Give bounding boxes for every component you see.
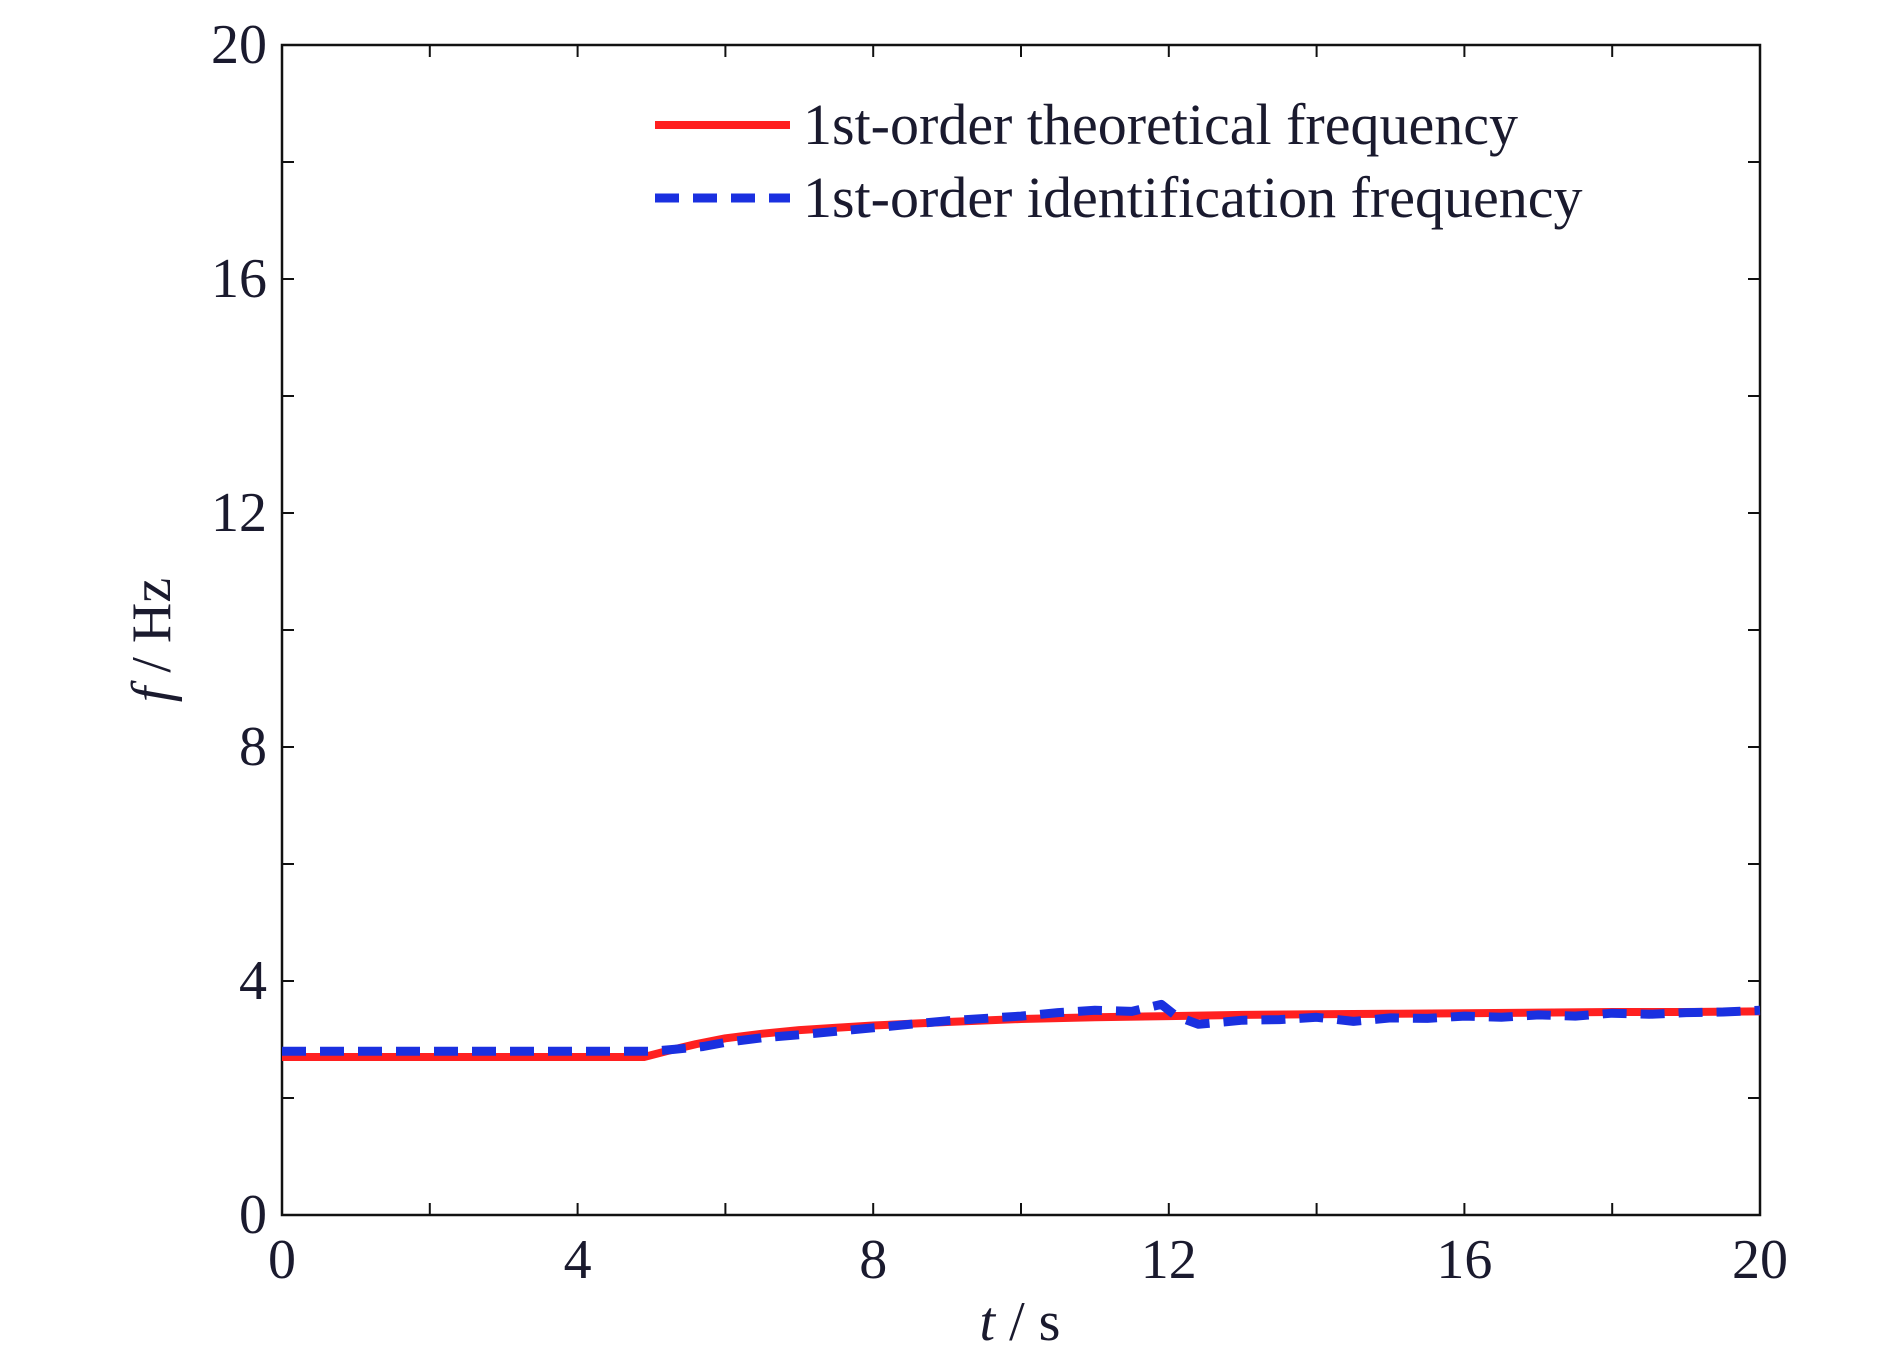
x-tick-label: 16 — [1436, 1229, 1492, 1291]
y-tick-label: 20 — [211, 14, 267, 76]
series-line-identification — [282, 999, 1761, 1056]
y-axis-unit: Hz — [121, 578, 183, 643]
x-tick-label: 8 — [859, 1229, 887, 1291]
y-tick-label: 16 — [211, 248, 267, 310]
x-axis-sep: / — [995, 1291, 1039, 1353]
y-tick-label: 4 — [239, 950, 267, 1012]
y-tick-label: 8 — [239, 716, 267, 778]
x-tick-label: 20 — [1732, 1229, 1788, 1291]
x-axis-unit: s — [1039, 1291, 1061, 1353]
y-axis-title: f / Hz — [121, 578, 183, 702]
x-axis-var: t — [980, 1291, 997, 1353]
legend: 1st-order theoretical frequency 1st-orde… — [655, 92, 1582, 230]
x-tick-label: 4 — [564, 1229, 592, 1291]
x-axis-title: t / s — [980, 1291, 1061, 1353]
y-tick-label: 0 — [239, 1184, 267, 1246]
y-axis-sep: / — [121, 643, 183, 687]
legend-label-identification: 1st-order identification frequency — [803, 165, 1582, 230]
legend-label-theoretical: 1st-order theoretical frequency — [803, 92, 1518, 157]
x-tick-label: 12 — [1141, 1229, 1197, 1291]
y-tick-label: 12 — [211, 482, 267, 544]
x-tick-label: 0 — [268, 1229, 296, 1291]
